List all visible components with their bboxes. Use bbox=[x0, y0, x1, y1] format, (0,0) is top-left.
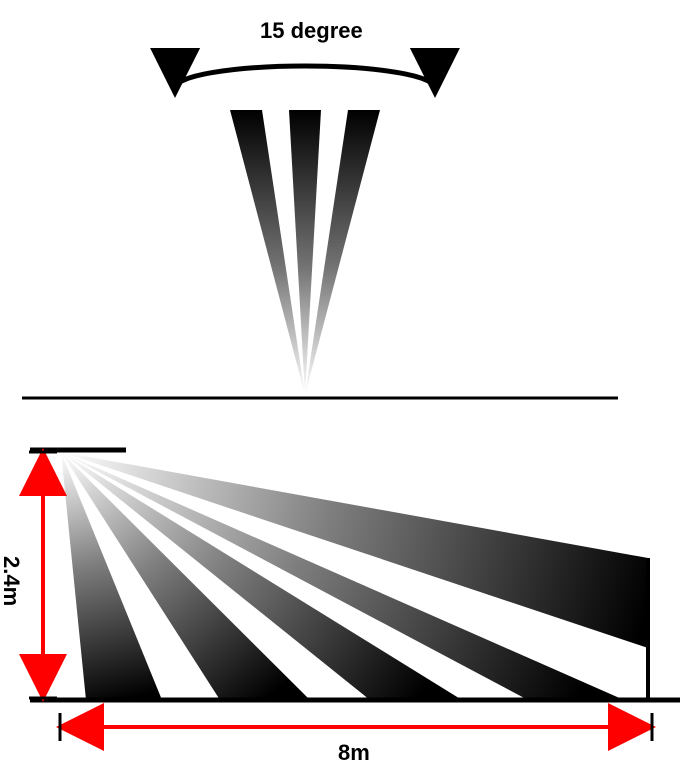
dim-height bbox=[29, 452, 57, 698]
dim-height-label: 2.4m bbox=[0, 556, 24, 606]
dim-width bbox=[60, 713, 652, 741]
bottom-beams bbox=[61, 452, 648, 700]
bottom-diagram-svg bbox=[0, 0, 700, 773]
dim-width-label: 8m bbox=[338, 740, 370, 766]
bottom-diagram: 2.4m 8m bbox=[0, 0, 700, 773]
